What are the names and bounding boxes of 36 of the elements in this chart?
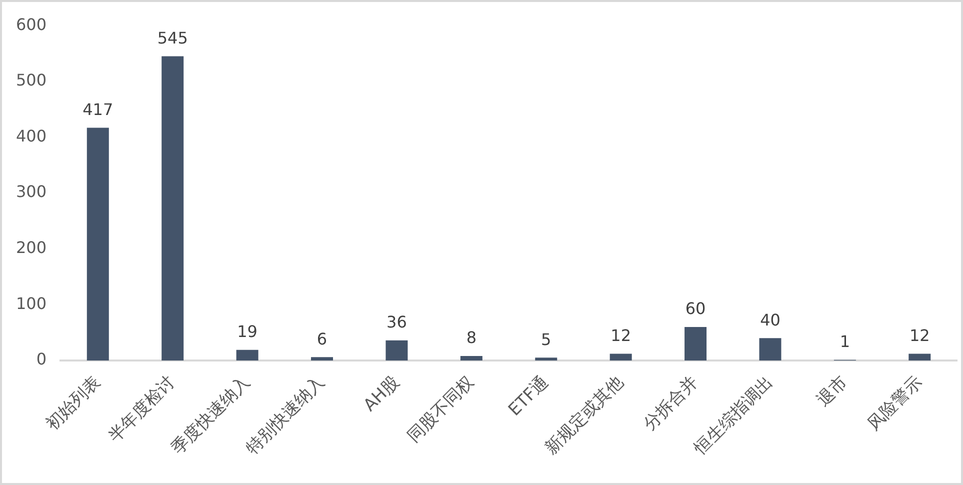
y-tick-label: 300	[16, 182, 47, 202]
data-label: 417	[82, 100, 114, 119]
bar	[236, 350, 258, 360]
y-tick-label: 600	[16, 14, 47, 34]
data-label: 6	[316, 329, 328, 348]
data-label: 5	[541, 330, 552, 349]
data-label: 12	[610, 326, 632, 345]
bar	[759, 338, 782, 360]
y-tick-label: 200	[16, 238, 47, 257]
bar	[86, 128, 109, 360]
bar	[908, 354, 931, 360]
x-tick-label: 同股不同权	[404, 372, 478, 446]
y-tick-label: 100	[16, 294, 47, 313]
bar	[311, 357, 334, 360]
bar	[386, 340, 408, 360]
x-tick-label: 退市	[813, 372, 852, 410]
data-label: 40	[760, 310, 780, 330]
data-label: 545	[157, 28, 188, 48]
bar	[162, 56, 184, 360]
data-label: 12	[909, 326, 930, 345]
x-tick-label: AH股	[360, 372, 404, 416]
data-label: 60	[685, 299, 706, 318]
y-tick-label: 400	[16, 126, 47, 146]
data-label: 19	[237, 322, 258, 342]
data-label: 1	[840, 332, 850, 352]
bar	[684, 326, 707, 360]
bar	[460, 356, 482, 360]
y-tick-label: 0	[36, 350, 47, 369]
y-tick-label: 500	[16, 70, 47, 90]
x-tick-label: 风险警示	[864, 372, 926, 434]
data-label: 36	[386, 312, 407, 332]
x-tick-label: 初始列表	[42, 372, 105, 434]
x-tick-label: 分拆合并	[640, 372, 702, 434]
bar	[610, 354, 632, 360]
data-label: 8	[466, 328, 477, 348]
bar	[535, 358, 558, 360]
